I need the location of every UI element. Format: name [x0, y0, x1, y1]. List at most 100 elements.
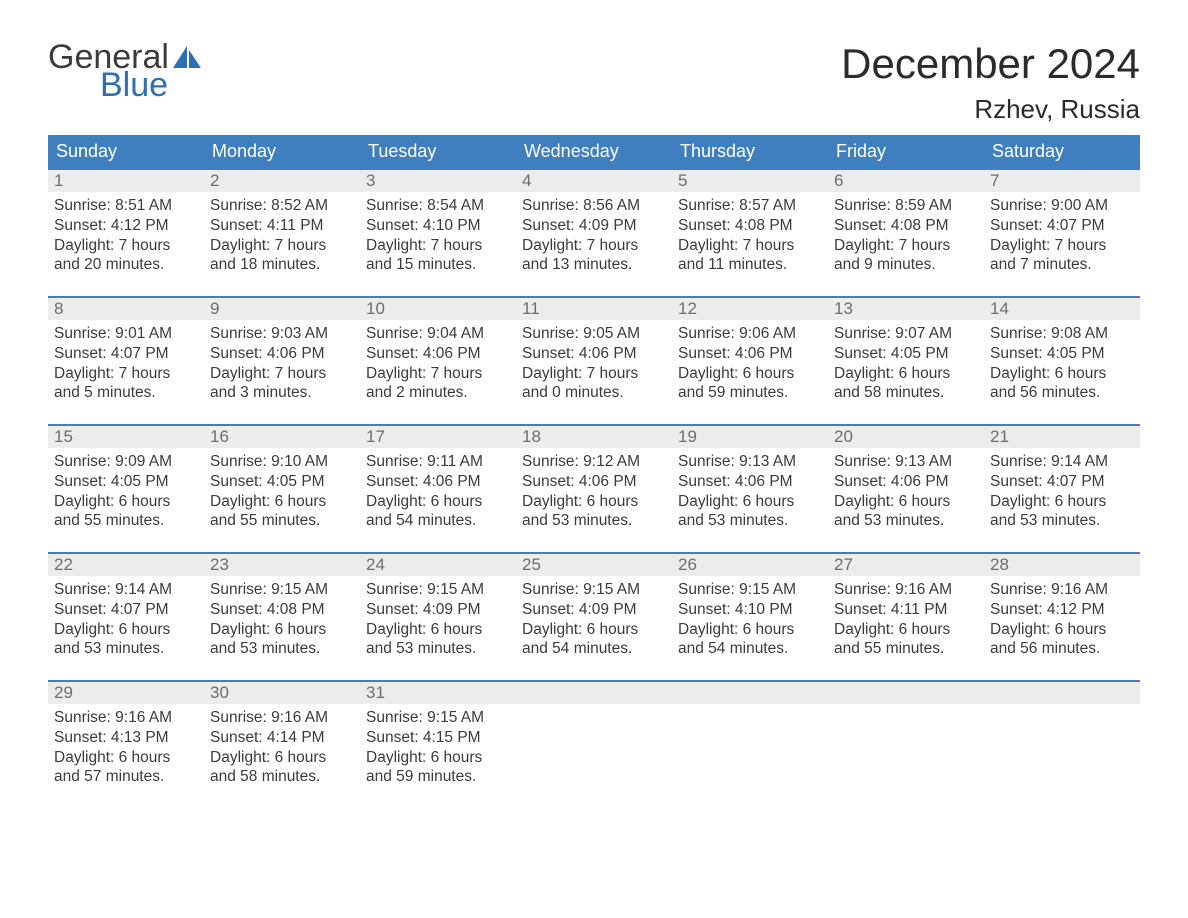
calendar-day-cell — [672, 680, 828, 808]
calendar-week-row: 29 Sunrise: 9:16 AM Sunset: 4:13 PM Dayligh… — [48, 680, 1140, 808]
day-d2: and 56 minutes. — [990, 383, 1134, 403]
day-details: Sunrise: 8:56 AMSunset: 4:09 PMDaylight:… — [516, 192, 672, 287]
day-sunset: Sunset: 4:13 PM — [54, 728, 198, 748]
day-d1: Daylight: 7 hours — [522, 364, 666, 384]
day-sunrise: Sunrise: 9:15 AM — [366, 580, 510, 600]
day-number: 11 — [516, 296, 672, 320]
day-d2: and 57 minutes. — [54, 767, 198, 787]
day-sunrise: Sunrise: 9:15 AM — [210, 580, 354, 600]
day-sunrise: Sunrise: 8:56 AM — [522, 196, 666, 216]
day-details: Sunrise: 9:04 AMSunset: 4:06 PMDaylight:… — [360, 320, 516, 415]
day-sunset: Sunset: 4:12 PM — [54, 216, 198, 236]
day-d1: Daylight: 6 hours — [990, 364, 1134, 384]
calendar-day-cell: 17Sunrise: 9:11 AMSunset: 4:06 PMDayligh… — [360, 424, 516, 552]
day-sunset: Sunset: 4:06 PM — [210, 344, 354, 364]
day-details: Sunrise: 9:08 AMSunset: 4:05 PMDaylight:… — [984, 320, 1140, 415]
day-number: 18 — [516, 424, 672, 448]
day-sunrise: Sunrise: 9:03 AM — [210, 324, 354, 344]
day-number-empty — [984, 680, 1140, 704]
day-sunrise: Sunrise: 9:09 AM — [54, 452, 198, 472]
day-details: Sunrise: 9:01 AMSunset: 4:07 PMDaylight:… — [48, 320, 204, 415]
calendar-day-cell: 11Sunrise: 9:05 AMSunset: 4:06 PMDayligh… — [516, 296, 672, 424]
day-d1: Daylight: 7 hours — [990, 236, 1134, 256]
day-d2: and 18 minutes. — [210, 255, 354, 275]
day-number-empty — [672, 680, 828, 704]
day-details: Sunrise: 9:09 AMSunset: 4:05 PMDaylight:… — [48, 448, 204, 543]
day-sunrise: Sunrise: 9:13 AM — [678, 452, 822, 472]
day-d1: Daylight: 6 hours — [210, 620, 354, 640]
day-number: 9 — [204, 296, 360, 320]
day-sunset: Sunset: 4:06 PM — [366, 472, 510, 492]
day-d1: Daylight: 7 hours — [210, 364, 354, 384]
day-d2: and 0 minutes. — [522, 383, 666, 403]
day-number: 13 — [828, 296, 984, 320]
day-d2: and 53 minutes. — [834, 511, 978, 531]
calendar-day-cell: 3Sunrise: 8:54 AMSunset: 4:10 PMDaylight… — [360, 168, 516, 296]
day-sunset: Sunset: 4:05 PM — [834, 344, 978, 364]
logo-text-blue: Blue — [100, 68, 201, 102]
day-sunrise: Sunrise: 9:12 AM — [522, 452, 666, 472]
calendar-header: Sunday Monday Tuesday Wednesday Thursday… — [48, 135, 1140, 168]
day-number: 19 — [672, 424, 828, 448]
day-number: 30 — [204, 680, 360, 704]
calendar-day-cell: 27Sunrise: 9:16 AMSunset: 4:11 PMDayligh… — [828, 552, 984, 680]
day-d2: and 53 minutes. — [54, 639, 198, 659]
calendar-day-cell: 10Sunrise: 9:04 AMSunset: 4:06 PMDayligh… — [360, 296, 516, 424]
day-sunrise: Sunrise: 8:57 AM — [678, 196, 822, 216]
day-details: Sunrise: 9:14 AMSunset: 4:07 PMDaylight:… — [984, 448, 1140, 543]
day-sunset: Sunset: 4:08 PM — [210, 600, 354, 620]
day-d1: Daylight: 6 hours — [834, 492, 978, 512]
day-d2: and 13 minutes. — [522, 255, 666, 275]
calendar-day-cell: 22Sunrise: 9:14 AMSunset: 4:07 PMDayligh… — [48, 552, 204, 680]
sail-icon — [173, 46, 201, 68]
day-number: 17 — [360, 424, 516, 448]
day-sunrise: Sunrise: 9:16 AM — [210, 708, 354, 728]
day-d1: Daylight: 6 hours — [678, 364, 822, 384]
day-sunrise: Sunrise: 8:51 AM — [54, 196, 198, 216]
calendar-day-cell: 20Sunrise: 9:13 AMSunset: 4:06 PMDayligh… — [828, 424, 984, 552]
day-number: 29 — [48, 680, 204, 704]
day-number: 3 — [360, 168, 516, 192]
day-sunset: Sunset: 4:12 PM — [990, 600, 1134, 620]
day-number: 7 — [984, 168, 1140, 192]
day-d1: Daylight: 6 hours — [678, 620, 822, 640]
day-d2: and 20 minutes. — [54, 255, 198, 275]
day-details: Sunrise: 9:13 AMSunset: 4:06 PMDaylight:… — [828, 448, 984, 543]
day-number: 31 — [360, 680, 516, 704]
day-d1: Daylight: 6 hours — [834, 620, 978, 640]
weekday-header: Thursday — [672, 135, 828, 168]
day-details: Sunrise: 9:05 AMSunset: 4:06 PMDaylight:… — [516, 320, 672, 415]
day-sunrise: Sunrise: 9:08 AM — [990, 324, 1134, 344]
calendar-day-cell: 28Sunrise: 9:16 AMSunset: 4:12 PMDayligh… — [984, 552, 1140, 680]
day-d1: Daylight: 7 hours — [678, 236, 822, 256]
weekday-header: Saturday — [984, 135, 1140, 168]
day-d2: and 5 minutes. — [54, 383, 198, 403]
day-details: Sunrise: 9:16 AMSunset: 4:14 PMDaylight:… — [204, 704, 360, 799]
day-number: 1 — [48, 168, 204, 192]
day-d2: and 58 minutes. — [210, 767, 354, 787]
day-d2: and 9 minutes. — [834, 255, 978, 275]
day-sunset: Sunset: 4:07 PM — [54, 344, 198, 364]
day-details: Sunrise: 9:03 AMSunset: 4:06 PMDaylight:… — [204, 320, 360, 415]
day-number: 28 — [984, 552, 1140, 576]
calendar-day-cell: 9Sunrise: 9:03 AMSunset: 4:06 PMDaylight… — [204, 296, 360, 424]
day-sunset: Sunset: 4:05 PM — [54, 472, 198, 492]
day-d1: Daylight: 6 hours — [366, 748, 510, 768]
day-details: Sunrise: 9:14 AMSunset: 4:07 PMDaylight:… — [48, 576, 204, 671]
day-sunrise: Sunrise: 9:04 AM — [366, 324, 510, 344]
calendar-table: Sunday Monday Tuesday Wednesday Thursday… — [48, 135, 1140, 808]
calendar-day-cell: 12Sunrise: 9:06 AMSunset: 4:06 PMDayligh… — [672, 296, 828, 424]
day-sunset: Sunset: 4:06 PM — [678, 344, 822, 364]
day-details: Sunrise: 8:54 AMSunset: 4:10 PMDaylight:… — [360, 192, 516, 287]
day-details: Sunrise: 9:16 AMSunset: 4:11 PMDaylight:… — [828, 576, 984, 671]
day-sunset: Sunset: 4:09 PM — [522, 216, 666, 236]
calendar-week-row: 1 Sunrise: 8:51 AMSunset: 4:12 PM Daylight… — [48, 168, 1140, 296]
day-d1: Daylight: 7 hours — [366, 364, 510, 384]
calendar-body: 1Sunrise: 8:51 AMSunset: 4:12 PMDaylight… — [48, 168, 1140, 808]
day-sunrise: Sunrise: 9:16 AM — [834, 580, 978, 600]
calendar-day-cell: 14Sunrise: 9:08 AMSunset: 4:05 PMDayligh… — [984, 296, 1140, 424]
calendar-day-cell: 19Sunrise: 9:13 AMSunset: 4:06 PMDayligh… — [672, 424, 828, 552]
day-number-empty — [828, 680, 984, 704]
day-d2: and 53 minutes. — [210, 639, 354, 659]
day-d1: Daylight: 6 hours — [54, 620, 198, 640]
